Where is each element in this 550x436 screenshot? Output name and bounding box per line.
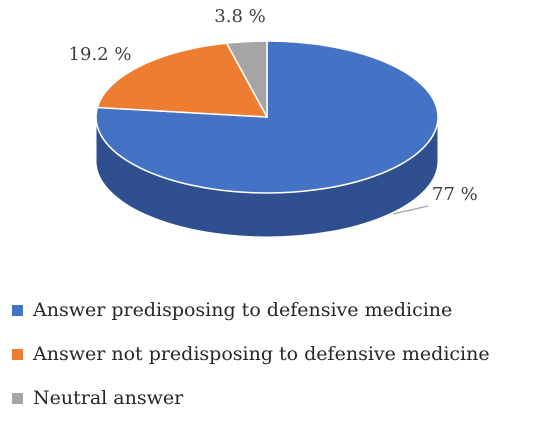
data-label-neutral: 3.8 % [214, 6, 265, 27]
legend-item-not-predisposing: Answer not predisposing to defensive med… [12, 343, 490, 365]
legend-swatch-not-predisposing [12, 348, 23, 360]
legend-swatch-predisposing [12, 304, 23, 316]
pie-slice-not-predisposing [96, 42, 269, 118]
legend-label-not-predisposing: Answer not predisposing to defensive med… [33, 343, 490, 365]
legend-label-predisposing: Answer predisposing to defensive medicin… [33, 299, 453, 321]
pie-slice-neutral [225, 40, 268, 118]
data-labels: 77 % 19.2 % 3.8 % [69, 6, 478, 215]
leader-line-predisposing [392, 205, 429, 215]
pie-chart: 77 % 19.2 % 3.8 % [69, 6, 478, 238]
pie-slices [95, 40, 439, 194]
legend-item-predisposing: Answer predisposing to defensive medicin… [12, 299, 490, 321]
legend-swatch-neutral [12, 392, 23, 404]
legend-item-neutral: Neutral answer [12, 387, 490, 409]
legend-label-neutral: Neutral answer [33, 387, 184, 409]
data-label-not-predisposing: 19.2 % [69, 44, 132, 65]
data-label-predisposing: 77 % [432, 184, 478, 205]
legend: Answer predisposing to defensive medicin… [12, 299, 490, 432]
pie-slice-predisposing [95, 40, 439, 194]
